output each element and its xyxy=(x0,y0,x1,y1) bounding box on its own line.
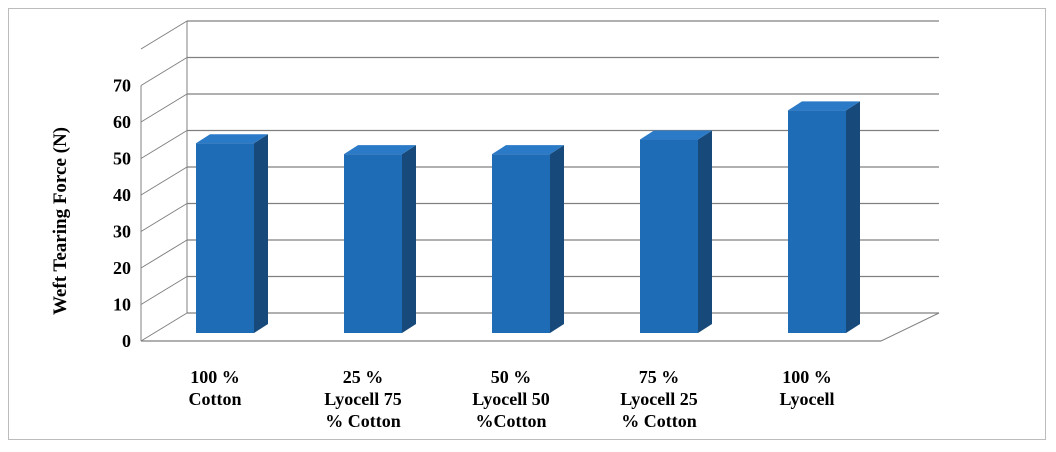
x-tick-label-line: Cotton xyxy=(189,389,242,409)
gridline-diagonal xyxy=(140,93,188,123)
bar-side xyxy=(550,145,564,333)
y-tick-label: 30 xyxy=(113,222,131,242)
gridline-diagonal xyxy=(140,203,188,232)
y-tick-label: 10 xyxy=(113,295,131,315)
bar-side xyxy=(402,145,416,333)
x-tick-label-line: % Cotton xyxy=(325,411,401,431)
y-tick-label: 70 xyxy=(113,76,131,96)
x-tick-label: 75 % Lyocell 25% Cotton xyxy=(620,367,698,431)
bar xyxy=(788,110,846,333)
y-tick-label: 20 xyxy=(113,258,131,278)
bar-top xyxy=(344,145,416,155)
bar-side xyxy=(846,101,860,333)
bar-side xyxy=(254,134,268,333)
x-tick-label-line: %Cotton xyxy=(476,411,547,431)
y-tick-label: 60 xyxy=(113,112,131,132)
y-tick-label: 40 xyxy=(113,185,131,205)
y-tick-label: 50 xyxy=(113,149,131,169)
x-tick-label-line: 50 % xyxy=(491,367,532,387)
x-tick-label-line: Lyocell 50 xyxy=(472,389,550,409)
x-tick-label-line: 25 % xyxy=(343,367,384,387)
gridline-diagonal xyxy=(140,20,188,50)
x-tick-label: 100 % Lyocell xyxy=(780,367,835,409)
gridline-diagonal xyxy=(140,166,188,196)
bar xyxy=(344,154,402,333)
x-tick-label-line: 100 % xyxy=(782,367,832,387)
bar xyxy=(640,139,698,333)
x-tick-label-line: Lyocell 75 xyxy=(324,389,402,409)
y-axis-ticks: 0 10 20 30 40 50 60 70 xyxy=(113,76,131,352)
gridline-diagonal xyxy=(140,130,188,159)
gridline-diagonal xyxy=(140,239,188,269)
floor-right-edge xyxy=(880,312,940,342)
x-tick-label-line: Lyocell xyxy=(780,389,835,409)
bar xyxy=(196,143,254,333)
x-tick-label: 50 % Lyocell 50 %Cotton xyxy=(472,367,550,431)
x-tick-label: 100 % Cotton xyxy=(189,367,242,409)
x-tick-label-line: 75 % xyxy=(639,367,680,387)
bar-top xyxy=(196,134,268,144)
gridline-diagonal xyxy=(140,57,188,86)
x-tick-label-line: % Cotton xyxy=(621,411,697,431)
x-tick-label-line: Lyocell 25 xyxy=(620,389,698,409)
bar xyxy=(492,154,550,333)
chart-frame: 0 10 20 30 40 50 60 70 100 % Cotton 25 % Lyocell 7… xyxy=(8,8,1046,440)
bar-top xyxy=(640,130,712,140)
y-tick-label: 0 xyxy=(122,331,131,351)
bar-side xyxy=(698,130,712,333)
y-axis-title: Weft Tearing Force (N) xyxy=(50,127,71,315)
x-tick-label: 25 % Lyocell 75% Cotton xyxy=(324,367,402,431)
x-tick-label-line: 100 % xyxy=(190,367,240,387)
gridline-diagonal xyxy=(140,276,188,305)
gridline-diagonal xyxy=(140,312,188,342)
bars xyxy=(196,101,860,333)
bar-top xyxy=(788,101,860,111)
bar-top xyxy=(492,145,564,155)
